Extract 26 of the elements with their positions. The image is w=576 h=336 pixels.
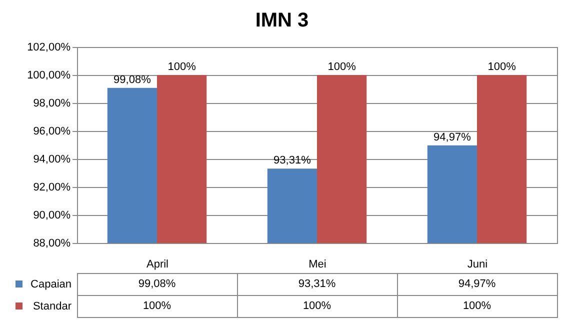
data-label: 94,97% xyxy=(458,278,496,290)
chart-title: IMN 3 xyxy=(255,10,309,32)
y-tick-label: 100,00% xyxy=(27,70,71,82)
text: 100% xyxy=(168,61,196,73)
y-tick-label: 90,00% xyxy=(33,210,71,222)
y-tick-label: 98,00% xyxy=(33,98,71,110)
x-tick-label: April xyxy=(146,258,169,270)
text: 93,31% xyxy=(274,154,311,167)
text: 94,97% xyxy=(434,131,471,144)
legend-label: Capaian xyxy=(30,278,72,290)
y-tick-label: 102,00% xyxy=(27,42,71,54)
legend-label: Standar xyxy=(32,300,72,312)
y-tick-label: 94,00% xyxy=(33,154,71,166)
y-tick-label: 96,00% xyxy=(33,126,71,138)
text: 100% xyxy=(488,61,516,73)
x-tick-label: Mei xyxy=(308,258,326,270)
text: 99,08% xyxy=(114,74,151,86)
data-label: 100% xyxy=(142,300,172,312)
y-tick-label: 92,00% xyxy=(33,182,71,194)
data-label: 100% xyxy=(302,300,332,312)
x-tick-label: Juni xyxy=(467,258,488,270)
y-tick-label: 88,00% xyxy=(33,238,71,250)
data-label: 93,31% xyxy=(298,278,336,290)
data-label: 100% xyxy=(462,300,492,312)
data-label: 99,08% xyxy=(138,278,176,290)
text: 100% xyxy=(328,61,356,73)
